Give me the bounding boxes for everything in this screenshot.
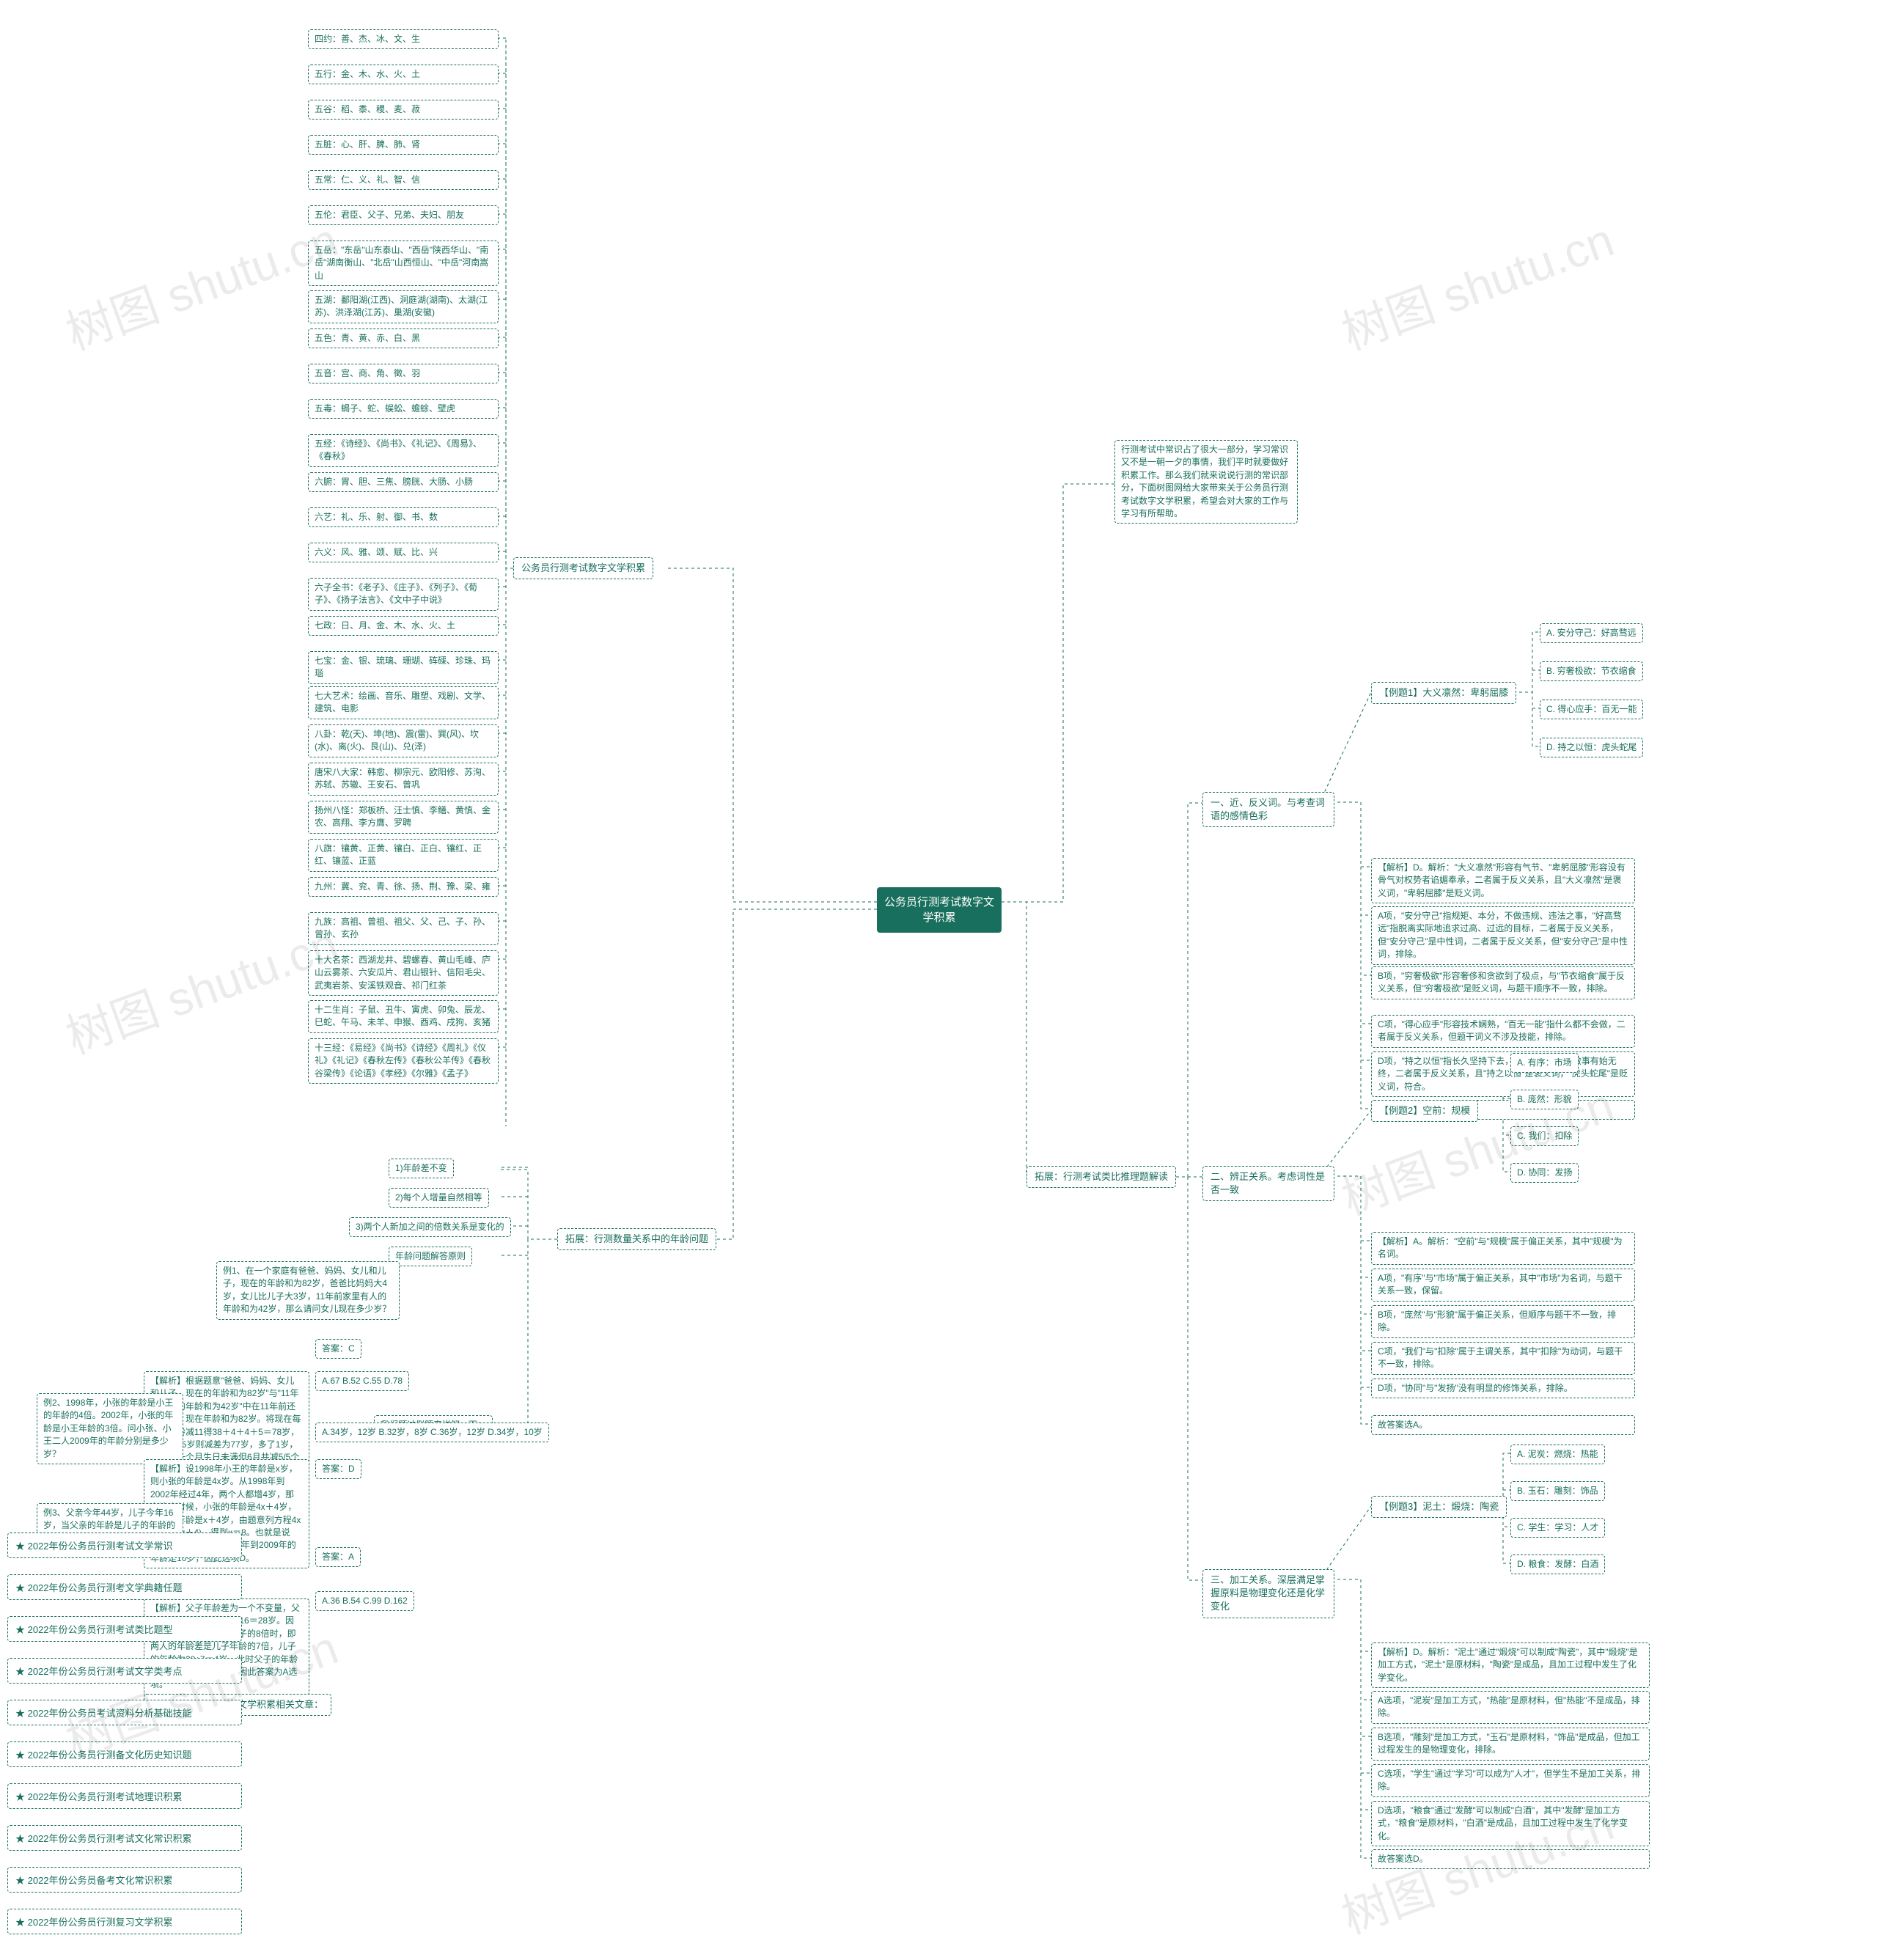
analysis: 【解析】A。解析："空前"与"规模"属于偏正关系，其中"规模"为名词。 bbox=[1371, 1232, 1635, 1265]
left-leaf: 五脏：心、肝、脾、肺、肾 bbox=[308, 135, 499, 155]
bottom-branch: 拓展：行测数量关系中的年龄问题 bbox=[557, 1228, 716, 1250]
left-leaf: 扬州八怪：郑板桥、汪士慎、李鳝、黄慎、金农、高翔、李方膺、罗聘 bbox=[308, 801, 499, 834]
sidebar-link[interactable]: ★ 2022年份公务员备考文化常识积累 bbox=[7, 1867, 242, 1893]
left-leaf: 六子全书：《老子》、《庄子》、《列子》、《荀子》、《扬子法言》、《文中子中说》 bbox=[308, 578, 499, 611]
age-choices: A.67 B.52 C.55 D.78 bbox=[315, 1371, 409, 1391]
section-label: 三、加工关系。深层满足掌握原料是物理变化还是化学变化 bbox=[1202, 1569, 1334, 1618]
left-leaf: 六义：风、雅、颂、赋、比、兴 bbox=[308, 543, 499, 562]
topic: 1)年龄差不变 bbox=[389, 1159, 454, 1178]
left-leaf: 五谷：稻、黍、稷、麦、菽 bbox=[308, 100, 499, 120]
analysis: 【解析】D。解析："大义凛然"形容有气节、"卑躬屈膝"形容没有骨气对权势者谄媚奉… bbox=[1371, 858, 1635, 903]
analysis: 【解析】D。解析："泥土"通过"煅烧"可以制成"陶瓷"，其中"煅烧"是加工方式，… bbox=[1371, 1642, 1650, 1688]
choice: B. 穷奢极欲：节衣缩食 bbox=[1540, 661, 1643, 681]
analysis: B选项，"雕刻"是加工方式，"玉石"是原材料，"饰品"是成品，但加工过程发生的是… bbox=[1371, 1728, 1650, 1761]
age-answer: 答案：C bbox=[315, 1339, 361, 1359]
age-question: 例1、在一个家庭有爸爸、妈妈、女儿和儿子，现在的年龄和为82岁，爸爸比妈妈大4岁… bbox=[216, 1261, 400, 1320]
left-branch: 公务员行测考试数字文学积累 bbox=[513, 557, 653, 579]
analysis: B项，"穷奢极欲"形容奢侈和贪欲到了极点，与"节衣缩食"属于反义关系，但"穷奢极… bbox=[1371, 966, 1635, 999]
analysis: C项，"我们"与"扣除"属于主谓关系，其中"扣除"为动词，与题干不一致，排除。 bbox=[1371, 1342, 1635, 1375]
watermark-text: 树图 shutu.cn bbox=[56, 906, 346, 1067]
analysis: 故答案选D。 bbox=[1371, 1849, 1650, 1869]
left-leaf: 五行：金、木、水、火、土 bbox=[308, 65, 499, 84]
left-leaf: 七政：日、月、金、木、水、火、土 bbox=[308, 616, 499, 636]
choice: A. 安分守己：好高骛远 bbox=[1540, 623, 1643, 643]
left-leaf: 七宝：金、银、琉璃、珊瑚、砗磲、珍珠、玛瑙 bbox=[308, 651, 499, 684]
example-label: 【例题1】大义凛然：卑躬屈膝 bbox=[1371, 682, 1516, 704]
left-leaf: 四约：善、杰、冰、文、生 bbox=[308, 29, 499, 49]
age-answer: 答案：A bbox=[315, 1547, 361, 1567]
topic: 2)每个人增量自然相等 bbox=[389, 1188, 489, 1208]
sidebar-link[interactable]: ★ 2022年份公务员行测考试类比题型 bbox=[7, 1616, 242, 1642]
choice: C. 得心应手：百无一能 bbox=[1540, 700, 1643, 719]
watermark-text: 树图 shutu.cn bbox=[56, 202, 346, 363]
left-leaf: 九族：高祖、曾祖、祖父、父、己、子、孙、曾孙、玄孙 bbox=[308, 912, 499, 945]
sidebar-link[interactable]: ★ 2022年份公务员考试资料分析基础技能 bbox=[7, 1700, 242, 1725]
sidebar: ★ 2022年份公务员行测考试文学常识 ★ 2022年份公务员行测考文学典籍任题 ★… bbox=[7, 1533, 242, 1950]
sidebar-link[interactable]: ★ 2022年份公务员行测复习文学积累 bbox=[7, 1909, 242, 1934]
left-leaf: 七大艺术：绘画、音乐、雕塑、戏剧、文学、建筑、电影 bbox=[308, 686, 499, 719]
sidebar-link[interactable]: ★ 2022年份公务员行测考试文化常识积累 bbox=[7, 1825, 242, 1851]
left-leaf: 九州：冀、兖、青、徐、扬、荆、豫、梁、雍 bbox=[308, 877, 499, 897]
topic: 年龄问题解答原则 bbox=[389, 1247, 472, 1266]
choice: D. 持之以恒：虎头蛇尾 bbox=[1540, 738, 1643, 757]
section-label: 一、近、反义词。与考查词语的感情色彩 bbox=[1202, 792, 1334, 827]
sidebar-link[interactable]: ★ 2022年份公务员行测考文学典籍任题 bbox=[7, 1574, 242, 1600]
sidebar-link[interactable]: ★ 2022年份公务员行测考试文学常识 bbox=[7, 1533, 242, 1558]
section-label: 二、辨正关系。考虑词性是否一致 bbox=[1202, 1166, 1334, 1201]
example-label: 【例题2】空前：规模 bbox=[1371, 1100, 1478, 1122]
analysis: A选项，"泥炭"是加工方式，"热能"是原材料，但"热能"不是成品，排除。 bbox=[1371, 1691, 1650, 1724]
left-leaf: 五色：青、黄、赤、白、黑 bbox=[308, 328, 499, 348]
left-leaf: 唐宋八大家：韩愈、柳宗元、欧阳修、苏洵、苏轼、苏辙、王安石、曾巩 bbox=[308, 763, 499, 796]
left-leaf: 八卦：乾(天)、坤(地)、震(雷)、巽(风)、坎(水)、离(火)、艮(山)、兑(… bbox=[308, 724, 499, 757]
left-leaf: 六艺：礼、乐、射、御、书、数 bbox=[308, 507, 499, 527]
analysis: C选项，"学生"通过"学习"可以成为"人才"，但学生不是加工关系，排除。 bbox=[1371, 1764, 1650, 1797]
analysis: B项，"庞然"与"形貌"属于偏正关系，但顺序与题干不一致，排除。 bbox=[1371, 1305, 1635, 1338]
analysis: 故答案选A。 bbox=[1371, 1415, 1635, 1435]
analysis: D项，"持之以恒"指长久坚持下去，"虎头蛇尾"比喻做事有始无终，二者属于反义关系… bbox=[1371, 1051, 1635, 1097]
left-leaf: 五经：《诗经》、《尚书》、《礼记》、《周易》、《春秋》 bbox=[308, 434, 499, 467]
topic: 3)两个人新加之间的倍数关系是变化的 bbox=[349, 1217, 511, 1237]
left-leaf: 十大名茶：西湖龙井、碧螺春、黄山毛峰、庐山云雾茶、六安瓜片、君山银针、信阳毛尖、… bbox=[308, 950, 499, 996]
left-leaf: 五湖：鄱阳湖(江西)、洞庭湖(湖南)、太湖(江苏)、洪泽湖(江苏)、巢湖(安徽) bbox=[308, 290, 499, 323]
analysis: C项，"得心应手"形容技术娴熟，"百无一能"指什么都不会做，二者属于反义关系，但… bbox=[1371, 1015, 1635, 1048]
watermark-text: 树图 shutu.cn bbox=[1331, 202, 1622, 363]
expand-main: 拓展：行测考试类比推理题解读 bbox=[1026, 1166, 1176, 1188]
left-leaf: 五伦：君臣、父子、兄弟、夫妇、朋友 bbox=[308, 205, 499, 225]
left-leaf: 五常：仁、义、礼、智、信 bbox=[308, 170, 499, 190]
choice: D. 粮食：发酵：白酒 bbox=[1510, 1555, 1605, 1574]
choice: B. 玉石：雕刻：饰品 bbox=[1510, 1481, 1605, 1501]
age-question: 例2、1998年，小张的年龄是小王的年龄的4倍。2002年，小张的年龄是小王年龄… bbox=[37, 1393, 183, 1464]
sidebar-link[interactable]: ★ 2022年份公务员行测备文化历史知识题 bbox=[7, 1741, 242, 1767]
choice: A. 有序：市场 bbox=[1510, 1053, 1579, 1073]
left-leaf: 十二生肖：子鼠、丑牛、寅虎、卯兔、辰龙、巳蛇、午马、未羊、申猴、酉鸡、戌狗、亥猪 bbox=[308, 1000, 499, 1033]
choice: C. 我们：扣除 bbox=[1510, 1126, 1579, 1146]
choice: A. 泥炭：燃烧：热能 bbox=[1510, 1445, 1605, 1464]
age-choices: A.36 B.54 C.99 D.162 bbox=[315, 1591, 414, 1611]
analysis: D项，"协同"与"发扬"没有明显的修饰关系，排除。 bbox=[1371, 1379, 1635, 1398]
example-label: 【例题3】泥土：煅烧：陶瓷 bbox=[1371, 1496, 1507, 1518]
sidebar-link[interactable]: ★ 2022年份公务员行测考试地理识积累 bbox=[7, 1783, 242, 1809]
center-node: 公务员行测考试数字文学积累 bbox=[877, 887, 1002, 933]
left-leaf: 六腑：胃、胆、三焦、膀胱、大肠、小肠 bbox=[308, 472, 499, 492]
age-choices: A.34岁，12岁 B.32岁，8岁 C.36岁，12岁 D.34岁，10岁 bbox=[315, 1423, 549, 1442]
left-leaf: 十三经：《易经》《尚书》《诗经》《周礼》《仪礼》《礼记》《春秋左传》《春秋公羊传… bbox=[308, 1038, 499, 1084]
left-leaf: 五音：宫、商、角、徵、羽 bbox=[308, 364, 499, 383]
right-intro: 行测考试中常识占了很大一部分，学习常识又不是一朝一夕的事情，我们平时就要做好积累… bbox=[1114, 440, 1298, 524]
left-leaf: 五岳："东岳"山东泰山、"西岳"陕西华山、"南岳"湖南衡山、"北岳"山西恒山、"… bbox=[308, 241, 499, 286]
sidebar-link[interactable]: ★ 2022年份公务员行测考试文学类考点 bbox=[7, 1658, 242, 1684]
analysis: A项，"有序"与"市场"属于偏正关系，其中"市场"为名词，与题干关系一致，保留。 bbox=[1371, 1269, 1635, 1302]
age-answer: 答案：D bbox=[315, 1459, 361, 1479]
analysis: D选项，"粮食"通过"发酵"可以制成"白酒"，其中"发酵"是加工方式，"粮食"是… bbox=[1371, 1801, 1650, 1846]
left-leaf: 八旗：镶黄、正黄、镶白、正白、镶红、正红、镶蓝、正蓝 bbox=[308, 839, 499, 872]
analysis: A项，"安分守己"指规矩、本分，不做违规、违法之事，"好高骛远"指脱离实际地追求… bbox=[1371, 906, 1635, 965]
choice: D. 协同：发扬 bbox=[1510, 1163, 1579, 1183]
choice: B. 庞然：形貌 bbox=[1510, 1090, 1579, 1109]
left-leaf: 五毒：蝎子、蛇、蜈蚣、蟾蜍、壁虎 bbox=[308, 399, 499, 419]
choice: C. 学生：学习：人才 bbox=[1510, 1518, 1605, 1538]
